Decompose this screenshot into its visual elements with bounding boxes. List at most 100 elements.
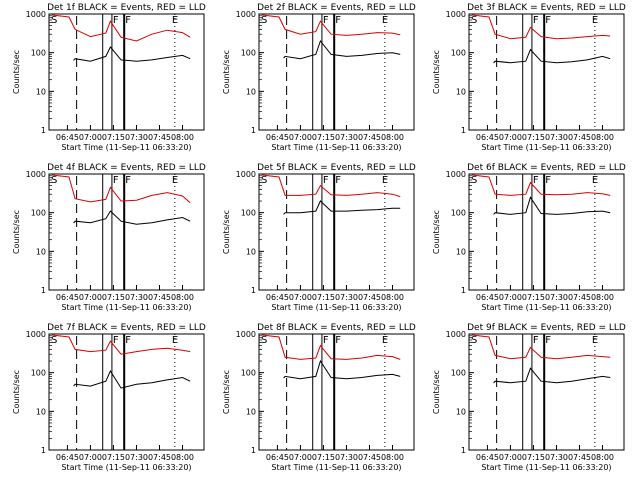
x-tick-label: 07:45 — [358, 293, 381, 302]
panel-det-1: Det 1f BLACK = Events, RED = LLD 1 10 100 10… — [12, 3, 206, 152]
marker-label-flare: F — [113, 175, 119, 186]
y-tick-label: 1000 — [26, 170, 46, 179]
x-tick-label: 07:30 — [335, 453, 358, 462]
y-tick-label: 10 — [36, 247, 46, 256]
x-tick-label: 07:00 — [79, 293, 102, 302]
y-axis-label: Counts/sec — [432, 210, 441, 254]
y-tick-label: 10 — [456, 407, 466, 416]
x-tick-label: 07:30 — [545, 133, 568, 142]
y-tick-label: 10 — [246, 407, 256, 416]
x-axis-label: Start Time (11-Sep-11 06:33:20) — [61, 303, 191, 312]
marker-label-flare: F — [113, 15, 119, 26]
x-tick-label: 06:45 — [266, 133, 289, 142]
series-lld-line — [471, 14, 611, 40]
marker-label-flare: F — [323, 335, 329, 346]
marker-label-end: E — [172, 335, 178, 346]
x-tick-label: 08:00 — [171, 453, 194, 462]
panel-det-3: Det 3f BLACK = Events, RED = LLD 1 10 100 10… — [432, 3, 626, 152]
y-tick-label: 10 — [36, 407, 46, 416]
x-tick-label: 07:00 — [499, 133, 522, 142]
x-tick-label: 07:30 — [335, 293, 358, 302]
y-tick-label: 100 — [241, 209, 256, 218]
marker-label-end: E — [172, 15, 178, 26]
x-axis-label: Start Time (11-Sep-11 06:33:20) — [481, 303, 611, 312]
marker-label-end: E — [172, 175, 178, 186]
series-events-line — [73, 370, 191, 389]
panel-title: Det 3f BLACK = Events, RED = LLD — [467, 3, 626, 13]
y-axis-label: Counts/sec — [222, 210, 231, 254]
x-axis-label: Start Time (11-Sep-11 06:33:20) — [481, 143, 611, 152]
x-axis-label: Start Time (11-Sep-11 06:33:20) — [61, 143, 191, 152]
marker-label-start: S — [51, 15, 57, 26]
y-tick-label: 1 — [251, 446, 256, 455]
x-tick-label: 07:00 — [289, 293, 312, 302]
x-tick-label: 07:45 — [358, 133, 381, 142]
series-events-line — [493, 48, 611, 64]
x-tick-label: 06:45 — [56, 293, 79, 302]
x-tick-label: 08:00 — [591, 293, 614, 302]
y-tick-label: 1000 — [446, 330, 466, 339]
y-tick-label: 1 — [41, 126, 46, 135]
plot-frame — [48, 173, 205, 291]
x-tick-label: 07:15 — [102, 293, 125, 302]
plot-frame — [258, 333, 415, 451]
marker-label-end: E — [382, 175, 388, 186]
series-lld-line — [51, 334, 191, 355]
marker-label-flare: F — [125, 15, 131, 26]
series-lld-line — [51, 174, 191, 204]
plot-frame — [468, 173, 625, 291]
x-tick-label: 08:00 — [381, 453, 404, 462]
x-tick-label: 07:15 — [522, 453, 545, 462]
y-tick-label: 100 — [451, 369, 466, 378]
x-tick-label: 06:45 — [56, 133, 79, 142]
y-tick-label: 10 — [456, 87, 466, 96]
x-tick-label: 07:15 — [522, 133, 545, 142]
marker-label-start: S — [261, 175, 267, 186]
panel-det-7: Det 7f BLACK = Events, RED = LLD 1 10 100 10… — [12, 323, 206, 472]
y-tick-label: 1000 — [236, 10, 256, 19]
x-tick-label: 08:00 — [171, 293, 194, 302]
marker-label-flare: F — [533, 335, 539, 346]
x-tick-label: 07:00 — [499, 293, 522, 302]
y-tick-label: 10 — [246, 247, 256, 256]
y-axis-label: Counts/sec — [222, 50, 231, 94]
panel-title: Det 1f BLACK = Events, RED = LLD — [47, 3, 206, 13]
y-tick-label: 1 — [461, 286, 466, 295]
panel-title: Det 9f BLACK = Events, RED = LLD — [467, 323, 626, 333]
plot-frame — [48, 13, 205, 131]
series-lld-line — [51, 14, 191, 42]
x-tick-label: 06:45 — [266, 293, 289, 302]
marker-label-end: E — [382, 335, 388, 346]
marker-label-start: S — [261, 15, 267, 26]
panel-det-2: Det 2f BLACK = Events, RED = LLD 1 10 100 10… — [222, 3, 416, 152]
series-events-line — [283, 39, 401, 60]
x-axis-label: Start Time (11-Sep-11 06:33:20) — [61, 463, 191, 472]
marker-label-start: S — [471, 15, 477, 26]
marker-label-flare: F — [125, 175, 131, 186]
series-lld-line — [471, 174, 611, 196]
x-axis-label: Start Time (11-Sep-11 06:33:20) — [271, 143, 401, 152]
marker-label-end: E — [592, 335, 598, 346]
x-tick-label: 07:30 — [125, 133, 148, 142]
marker-label-flare: F — [533, 175, 539, 186]
marker-label-end: E — [382, 15, 388, 26]
x-tick-label: 06:45 — [476, 453, 499, 462]
x-tick-label: 06:45 — [476, 293, 499, 302]
series-lld-line — [471, 334, 611, 360]
y-tick-label: 100 — [31, 369, 46, 378]
x-tick-label: 08:00 — [591, 453, 614, 462]
x-tick-label: 07:30 — [335, 133, 358, 142]
plot-frame — [48, 333, 205, 451]
x-axis-label: Start Time (11-Sep-11 06:33:20) — [271, 303, 401, 312]
marker-label-start: S — [471, 335, 477, 346]
plot-frame — [258, 13, 415, 131]
y-tick-label: 1 — [461, 446, 466, 455]
panel-title: Det 5f BLACK = Events, RED = LLD — [257, 163, 416, 173]
marker-label-flare: F — [335, 15, 341, 26]
y-tick-label: 100 — [451, 209, 466, 218]
y-tick-label: 1 — [41, 286, 46, 295]
y-tick-label: 1000 — [26, 10, 46, 19]
marker-label-start: S — [51, 175, 57, 186]
panel-title: Det 8f BLACK = Events, RED = LLD — [257, 323, 416, 333]
